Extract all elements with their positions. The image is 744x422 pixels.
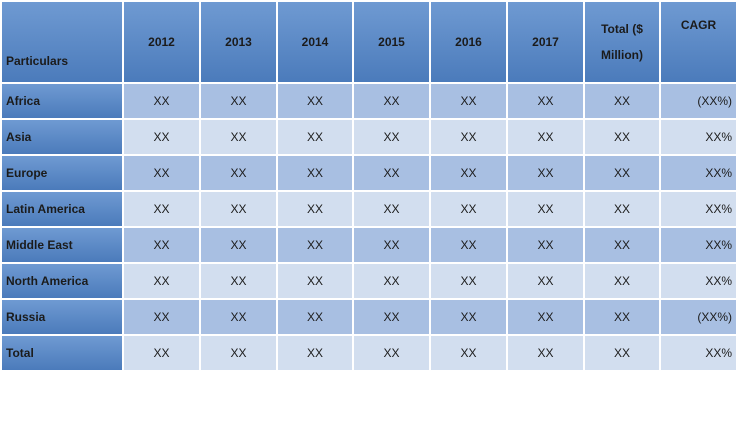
data-cell: XX bbox=[276, 226, 354, 264]
header-cell: Particulars bbox=[0, 0, 124, 84]
table-body: Africa XX XX XX XX XX XX XX (XX%) Asia XX XX XX XX XX X… bbox=[0, 82, 738, 372]
data-cell: XX bbox=[429, 118, 508, 156]
data-cell: XX bbox=[429, 82, 508, 120]
data-cell: XX% bbox=[659, 190, 738, 228]
data-cell: XX bbox=[276, 334, 354, 372]
data-cell: XX bbox=[352, 298, 431, 336]
data-table: Particulars 2012 2013 2014 2015 2016 2017 Total… bbox=[0, 0, 738, 372]
data-cell: XX bbox=[122, 118, 201, 156]
data-cell: (XX%) bbox=[659, 298, 738, 336]
data-cell: XX bbox=[276, 190, 354, 228]
data-cell: XX bbox=[122, 82, 201, 120]
data-cell: XX bbox=[506, 190, 585, 228]
header-cell: 2012 bbox=[122, 0, 201, 84]
data-cell: XX bbox=[506, 118, 585, 156]
data-cell: XX bbox=[583, 190, 661, 228]
data-cell: XX bbox=[506, 262, 585, 300]
data-cell: XX bbox=[199, 190, 278, 228]
data-cell: XX bbox=[352, 226, 431, 264]
data-cell: XX bbox=[429, 190, 508, 228]
table-row: Asia XX XX XX XX XX XX XX XX% bbox=[0, 118, 738, 156]
header-cell: 2014 bbox=[276, 0, 354, 84]
table-row: Africa XX XX XX XX XX XX XX (XX%) bbox=[0, 82, 738, 120]
row-label: North America bbox=[0, 262, 124, 300]
data-cell: XX bbox=[122, 226, 201, 264]
data-cell: XX bbox=[583, 226, 661, 264]
data-cell: XX bbox=[122, 154, 201, 192]
data-cell: XX bbox=[276, 298, 354, 336]
data-cell: XX bbox=[583, 334, 661, 372]
row-label: Latin America bbox=[0, 190, 124, 228]
data-cell: XX bbox=[199, 298, 278, 336]
data-cell: XX bbox=[122, 262, 201, 300]
data-cell: XX bbox=[429, 154, 508, 192]
data-cell: XX bbox=[122, 190, 201, 228]
header-cell: Total ($ Million) bbox=[583, 0, 661, 84]
header-cell: 2017 bbox=[506, 0, 585, 84]
row-label: Asia bbox=[0, 118, 124, 156]
table-row: Europe XX XX XX XX XX XX XX XX% bbox=[0, 154, 738, 192]
data-cell: XX bbox=[276, 154, 354, 192]
table-row: Total XX XX XX XX XX XX XX XX% bbox=[0, 334, 738, 372]
row-label: Russia bbox=[0, 298, 124, 336]
data-cell: XX bbox=[199, 118, 278, 156]
header-cell: 2016 bbox=[429, 0, 508, 84]
row-label: Africa bbox=[0, 82, 124, 120]
row-label: Europe bbox=[0, 154, 124, 192]
data-cell: XX bbox=[506, 334, 585, 372]
data-cell: XX bbox=[506, 226, 585, 264]
table-row: Middle East XX XX XX XX XX XX XX XX% bbox=[0, 226, 738, 264]
data-cell: XX% bbox=[659, 262, 738, 300]
data-cell: XX bbox=[276, 82, 354, 120]
row-label: Total bbox=[0, 334, 124, 372]
data-cell: XX bbox=[122, 334, 201, 372]
table-row: Russia XX XX XX XX XX XX XX (XX%) bbox=[0, 298, 738, 336]
data-cell: (XX%) bbox=[659, 82, 738, 120]
data-cell: XX bbox=[583, 82, 661, 120]
header-cell: CAGR bbox=[659, 0, 738, 84]
data-cell: XX bbox=[429, 298, 508, 336]
data-cell: XX bbox=[352, 262, 431, 300]
data-cell: XX bbox=[199, 82, 278, 120]
header-cell: 2015 bbox=[352, 0, 431, 84]
data-cell: XX bbox=[583, 118, 661, 156]
data-cell: XX% bbox=[659, 226, 738, 264]
data-cell: XX bbox=[352, 190, 431, 228]
data-cell: XX bbox=[583, 262, 661, 300]
data-cell: XX% bbox=[659, 154, 738, 192]
data-cell: XX bbox=[583, 298, 661, 336]
data-cell: XX bbox=[199, 226, 278, 264]
data-cell: XX bbox=[122, 298, 201, 336]
data-cell: XX bbox=[506, 82, 585, 120]
data-cell: XX bbox=[429, 262, 508, 300]
table-row: Latin America XX XX XX XX XX XX XX XX% bbox=[0, 190, 738, 228]
data-cell: XX% bbox=[659, 334, 738, 372]
data-cell: XX bbox=[583, 154, 661, 192]
header-row: Particulars 2012 2013 2014 2015 2016 2017 Total… bbox=[0, 0, 738, 84]
data-cell: XX bbox=[429, 226, 508, 264]
table-header: Particulars 2012 2013 2014 2015 2016 2017 Total… bbox=[0, 0, 738, 84]
data-cell: XX% bbox=[659, 118, 738, 156]
row-label: Middle East bbox=[0, 226, 124, 264]
data-cell: XX bbox=[199, 334, 278, 372]
data-cell: XX bbox=[506, 298, 585, 336]
data-cell: XX bbox=[352, 154, 431, 192]
data-cell: XX bbox=[429, 334, 508, 372]
data-cell: XX bbox=[352, 82, 431, 120]
data-cell: XX bbox=[352, 334, 431, 372]
table-row: North America XX XX XX XX XX XX XX XX% bbox=[0, 262, 738, 300]
data-cell: XX bbox=[276, 118, 354, 156]
data-cell: XX bbox=[276, 262, 354, 300]
data-cell: XX bbox=[199, 262, 278, 300]
header-cell: 2013 bbox=[199, 0, 278, 84]
data-cell: XX bbox=[199, 154, 278, 192]
data-cell: XX bbox=[506, 154, 585, 192]
data-cell: XX bbox=[352, 118, 431, 156]
